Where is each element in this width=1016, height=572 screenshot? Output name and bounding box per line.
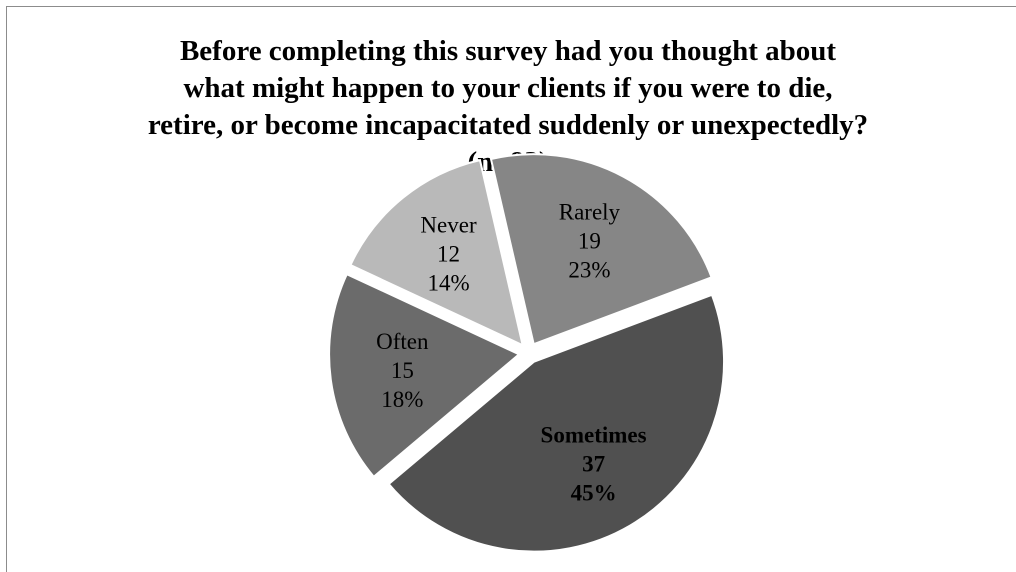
pie-slice-sometimes (387, 293, 726, 553)
value-label-sometimes: 37 (582, 451, 605, 476)
value-label-often: 15 (391, 358, 414, 383)
title-line-2: what might happen to your clients if you… (183, 72, 833, 104)
category-label-sometimes: Sometimes (541, 422, 647, 447)
pie-slice-rarely (489, 153, 713, 346)
value-label-rarely: 19 (578, 228, 601, 253)
category-label-often: Often (376, 329, 429, 354)
category-label-rarely: Rarely (559, 199, 621, 224)
value-label-never: 12 (437, 242, 460, 267)
slice-label-often: Often 15 18% (376, 329, 429, 412)
pie-slice-often (328, 272, 521, 479)
percent-label-never: 14% (427, 271, 469, 296)
percent-label-rarely: 23% (568, 257, 610, 282)
percent-label-sometimes: 45% (571, 480, 617, 505)
title-line-3: retire, or become incapacitated suddenly… (147, 109, 869, 141)
title-line-1: Before completing this survey had you th… (179, 35, 837, 67)
slice-label-never: Never 12 14% (420, 213, 477, 296)
category-label-never: Never (420, 213, 477, 238)
slice-label-rarely: Rarely 19 23% (559, 199, 621, 282)
slice-label-sometimes: Sometimes 37 45% (541, 422, 647, 505)
pie-slice-never (349, 158, 525, 348)
percent-label-often: 18% (381, 387, 423, 412)
